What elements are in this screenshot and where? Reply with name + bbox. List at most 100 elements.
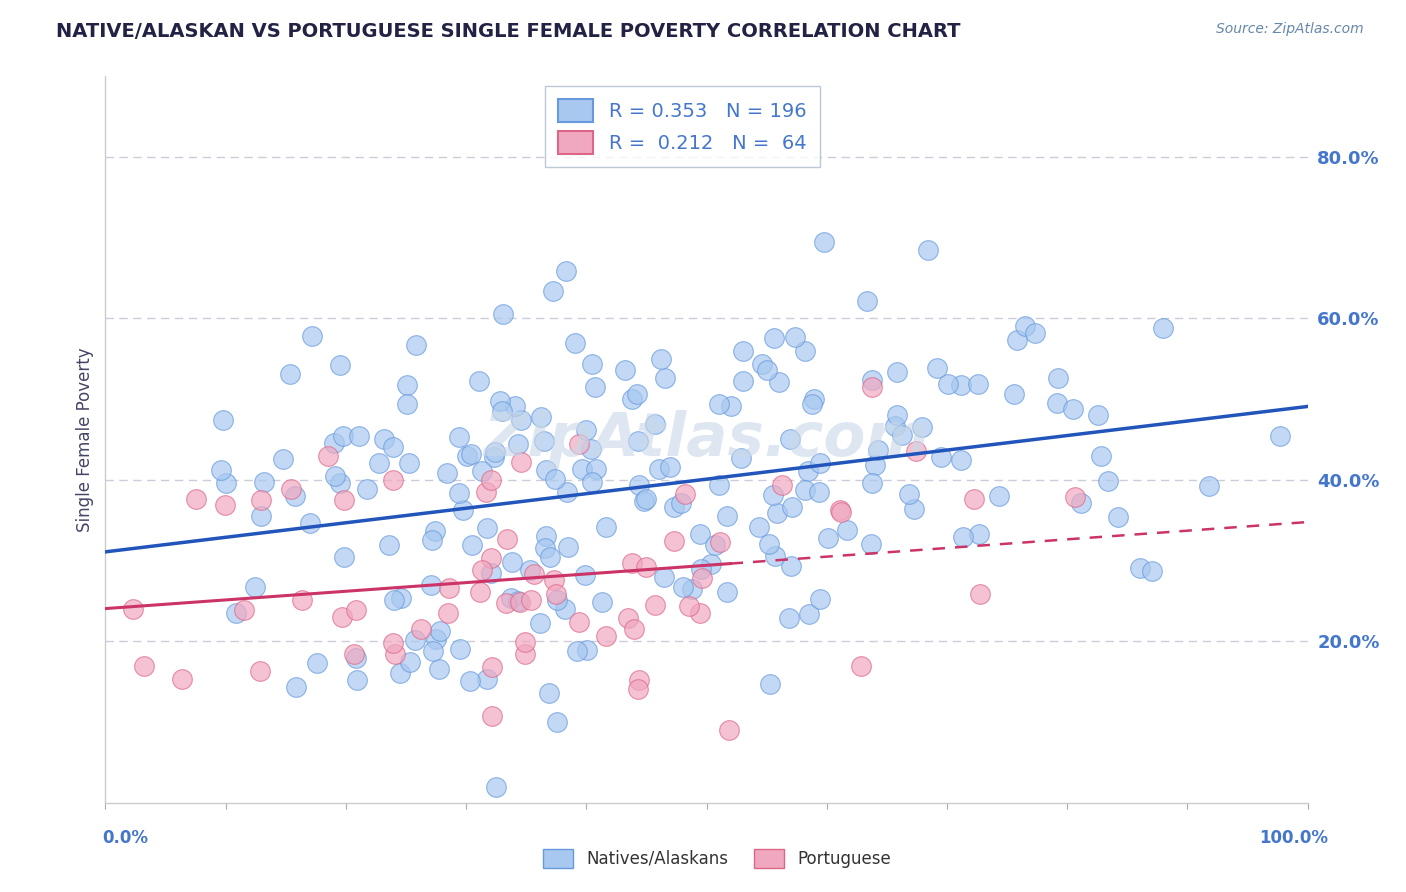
- Point: [1270, 428, 1292, 442]
- Point: [801, 397, 824, 411]
- Point: [344, 603, 367, 617]
- Point: [817, 531, 839, 545]
- Legend: R = 0.353   N = 196, R =  0.212   N =  64: R = 0.353 N = 196, R = 0.212 N = 64: [544, 86, 820, 168]
- Point: [564, 335, 586, 350]
- Point: [519, 563, 541, 577]
- Point: [717, 723, 740, 737]
- Point: [529, 616, 551, 631]
- Point: [491, 403, 513, 417]
- Point: [952, 531, 974, 545]
- Point: [170, 673, 193, 687]
- Point: [733, 344, 755, 359]
- Point: [1002, 387, 1025, 401]
- Point: [468, 585, 491, 599]
- Point: [280, 482, 302, 496]
- Point: [1097, 474, 1119, 488]
- Point: [648, 461, 671, 475]
- Point: [409, 623, 432, 637]
- Point: [936, 377, 959, 392]
- Point: [905, 444, 928, 458]
- Point: [329, 475, 352, 490]
- Point: [329, 359, 352, 373]
- Point: [567, 615, 589, 629]
- Point: [323, 436, 346, 450]
- Point: [768, 375, 790, 389]
- Point: [233, 602, 256, 616]
- Point: [384, 647, 406, 661]
- Point: [634, 492, 657, 507]
- Point: [184, 492, 207, 507]
- Point: [672, 580, 695, 594]
- Point: [456, 449, 478, 463]
- Point: [422, 533, 444, 548]
- Point: [398, 456, 420, 470]
- Point: [544, 587, 567, 601]
- Point: [346, 651, 368, 665]
- Point: [479, 551, 502, 566]
- Point: [967, 527, 990, 541]
- Point: [591, 595, 613, 609]
- Point: [427, 662, 450, 676]
- Point: [759, 676, 782, 690]
- Point: [399, 655, 422, 669]
- Point: [756, 363, 779, 377]
- Point: [762, 331, 785, 345]
- Point: [627, 681, 650, 696]
- Point: [492, 307, 515, 321]
- Point: [377, 538, 399, 552]
- Point: [471, 563, 494, 577]
- Point: [484, 445, 506, 459]
- Point: [534, 541, 557, 555]
- Point: [449, 486, 471, 500]
- Point: [538, 686, 561, 700]
- Point: [659, 460, 682, 475]
- Point: [860, 373, 883, 387]
- Point: [475, 672, 498, 686]
- Point: [460, 447, 482, 461]
- Point: [356, 482, 378, 496]
- Point: [652, 569, 675, 583]
- Point: [506, 594, 529, 608]
- Point: [543, 574, 565, 588]
- Point: [987, 489, 1010, 503]
- Point: [347, 429, 370, 443]
- Point: [780, 558, 803, 573]
- Point: [911, 420, 934, 434]
- Point: [330, 609, 353, 624]
- Point: [716, 584, 738, 599]
- Text: ZipAtlas.com: ZipAtlas.com: [484, 409, 929, 469]
- Y-axis label: Single Female Poverty: Single Female Poverty: [76, 347, 94, 532]
- Point: [581, 475, 603, 489]
- Point: [368, 456, 391, 470]
- Point: [425, 632, 447, 647]
- Point: [209, 463, 232, 477]
- Point: [626, 387, 648, 401]
- Point: [730, 450, 752, 465]
- Point: [250, 493, 273, 508]
- Point: [481, 708, 503, 723]
- Point: [783, 330, 806, 344]
- Point: [709, 535, 731, 549]
- Point: [803, 392, 825, 406]
- Point: [449, 642, 471, 657]
- Point: [627, 673, 650, 687]
- Point: [766, 506, 789, 520]
- Point: [510, 455, 533, 469]
- Point: [770, 477, 793, 491]
- Point: [332, 429, 354, 443]
- Point: [1064, 490, 1087, 504]
- Point: [468, 374, 491, 388]
- Point: [859, 537, 882, 551]
- Point: [1142, 564, 1164, 578]
- Point: [496, 533, 519, 547]
- Point: [134, 659, 156, 673]
- Point: [778, 611, 800, 625]
- Point: [644, 417, 666, 431]
- Text: Source: ZipAtlas.com: Source: ZipAtlas.com: [1216, 22, 1364, 37]
- Point: [449, 430, 471, 444]
- Point: [886, 409, 908, 423]
- Point: [291, 593, 314, 607]
- Point: [863, 458, 886, 472]
- Point: [620, 556, 643, 570]
- Point: [554, 602, 576, 616]
